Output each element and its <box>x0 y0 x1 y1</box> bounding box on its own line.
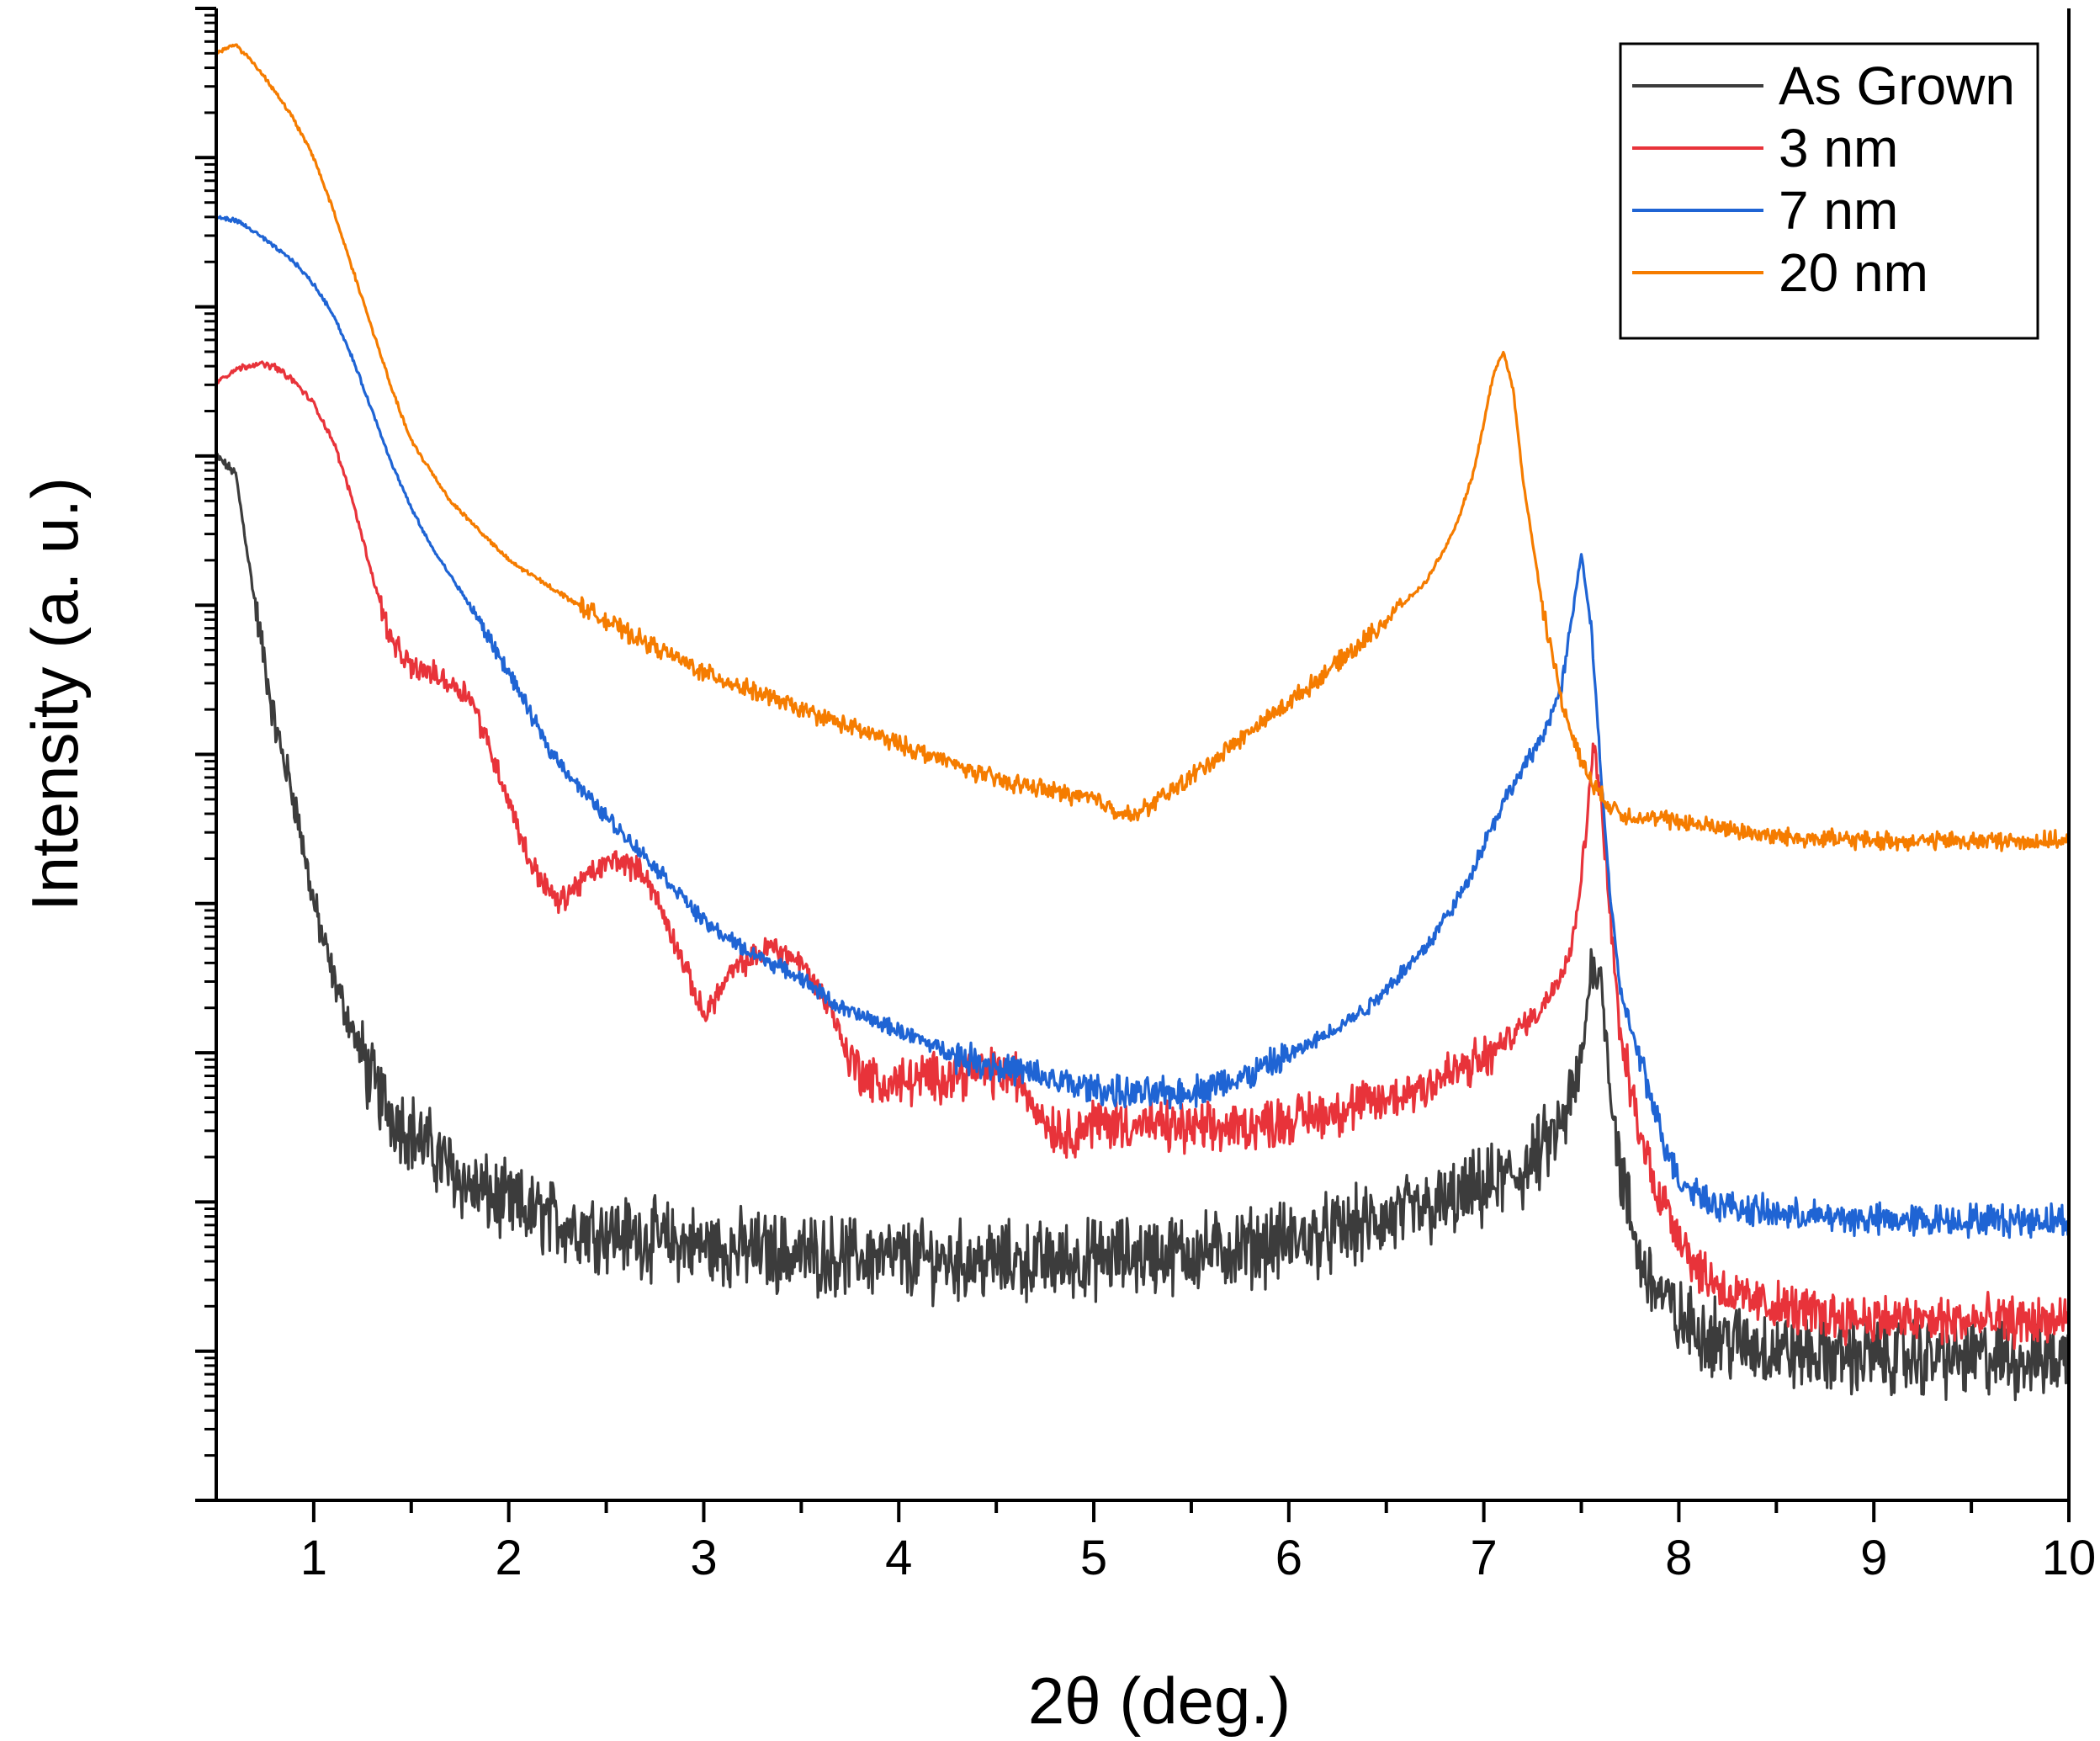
plot-series-group <box>215 43 2071 1402</box>
x-tick-label: 8 <box>1665 1531 1692 1585</box>
y-axis-title: Intensity (a. u.) <box>18 477 92 911</box>
x-tick-label: 5 <box>1080 1531 1107 1585</box>
tick-group: 1 2 3 4 5 6 7 8 9 10 <box>195 7 2097 1585</box>
legend-label-3: 20 nm <box>1779 242 1928 303</box>
x-axis-title: 2θ (deg.) <box>1028 1664 1291 1738</box>
x-tick-label: 3 <box>690 1531 717 1585</box>
x-tick-label: 1 <box>300 1531 327 1585</box>
x-tick-label: 4 <box>885 1531 912 1585</box>
legend-label-2: 7 nm <box>1779 180 1898 241</box>
x-tick-label: 9 <box>1860 1531 1887 1585</box>
x-tick-label: 6 <box>1275 1531 1302 1585</box>
x-tick-label: 10 <box>2042 1531 2097 1585</box>
x-tick-label: 7 <box>1470 1531 1497 1585</box>
series-line-3 <box>215 43 2071 852</box>
series-line-0 <box>215 452 2071 1402</box>
series-line-2 <box>215 215 2071 1239</box>
legend-label-0: As Grown <box>1779 56 2015 116</box>
legend-box <box>1619 42 2039 340</box>
legend-label-1: 3 nm <box>1779 118 1898 178</box>
x-tick-label: 2 <box>496 1531 522 1585</box>
series-line-1 <box>215 360 2071 1351</box>
